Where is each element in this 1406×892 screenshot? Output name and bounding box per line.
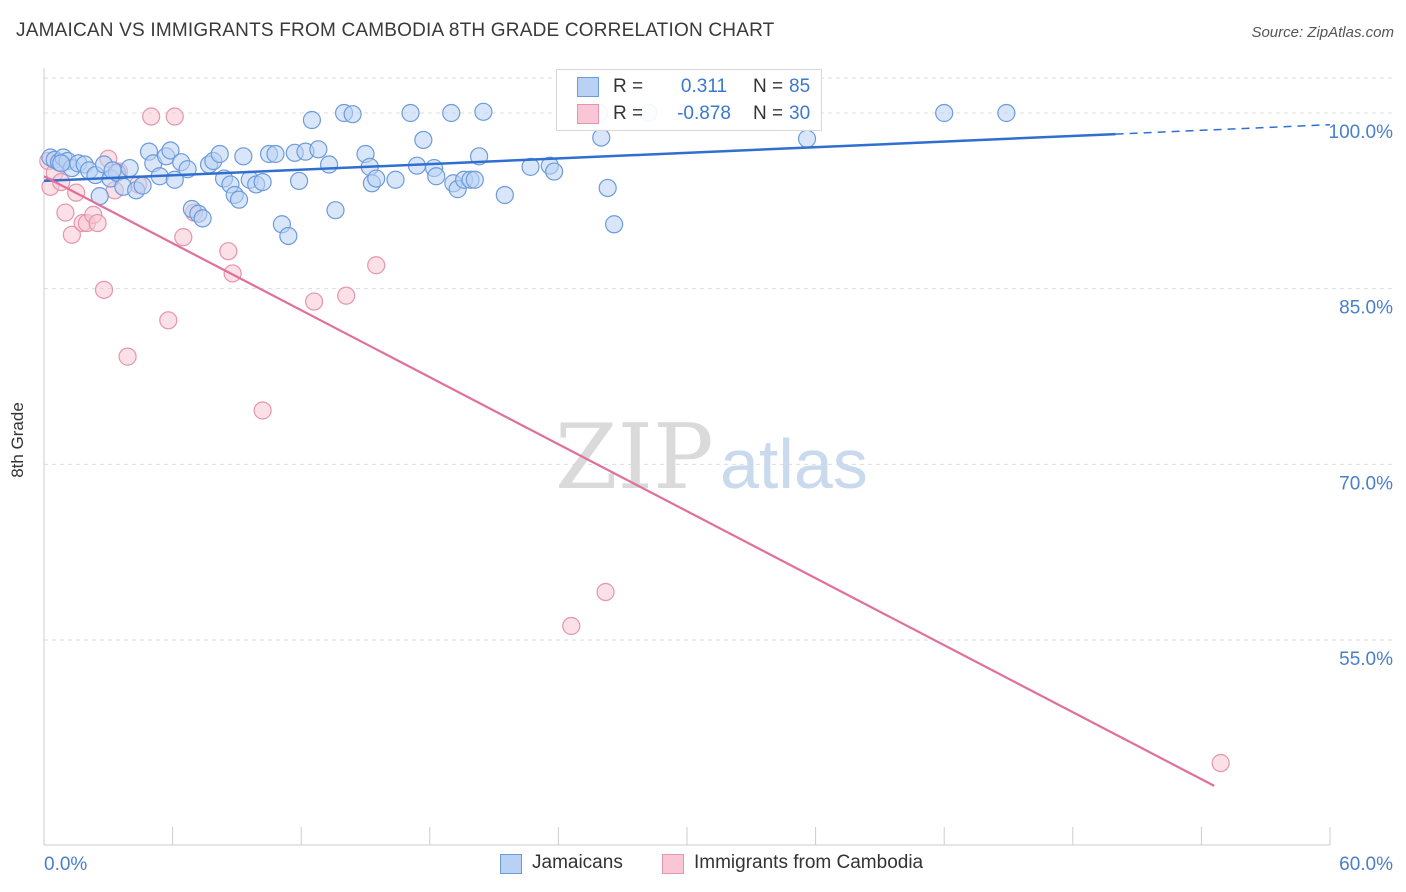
- jamaicans-point: [266, 144, 285, 164]
- legend-n-value: 30: [789, 103, 811, 124]
- legend-r-label: R =: [613, 76, 644, 97]
- series-jamaicans-points: [41, 102, 1016, 246]
- jamaicans-point: [465, 170, 484, 189]
- source-label: Source: ZipAtlas.com: [1251, 24, 1394, 41]
- jamaicans-point: [120, 158, 139, 178]
- cambodia-point: [367, 256, 386, 275]
- jamaicans-point: [161, 141, 180, 160]
- legend-n-value: 85: [789, 76, 811, 97]
- legend-swatch-jamaicans: [577, 77, 599, 97]
- jamaicans-point: [319, 155, 339, 174]
- jamaicans-point: [401, 103, 420, 123]
- jamaicans-point: [521, 157, 540, 176]
- y-tick-labels: 55.0% 70.0% 85.0% 100.0%: [1329, 122, 1394, 670]
- legend-swatch-cambodia: [577, 104, 599, 124]
- cambodia-point: [1211, 753, 1230, 773]
- jamaicans-point: [279, 226, 298, 246]
- jamaicans-point: [302, 110, 322, 130]
- jamaicans-point: [234, 147, 253, 166]
- jamaicans-trend-extension: [1115, 123, 1331, 135]
- bottom-legend-label-cambodia: Immigrants from Cambodia: [694, 852, 924, 873]
- cambodia-point: [159, 311, 178, 330]
- jamaicans-trend-line: [43, 132, 1116, 183]
- jamaicans-point: [52, 154, 71, 173]
- cambodia-point: [304, 292, 324, 311]
- cambodia-point: [94, 280, 114, 299]
- jamaicans-point: [495, 185, 514, 205]
- jamaicans-point: [103, 161, 122, 180]
- jamaicans-point: [414, 130, 433, 150]
- cambodia-point: [118, 347, 137, 366]
- jamaicans-point: [545, 162, 564, 181]
- jamaicans-point: [598, 178, 617, 198]
- bottom-legend-swatch-cambodia: [662, 854, 684, 874]
- jamaicans-point: [326, 201, 345, 220]
- watermark-atlas: atlas: [720, 425, 868, 503]
- cambodia-point: [562, 616, 581, 636]
- legend-n-label: N =: [753, 103, 784, 124]
- cambodia-point: [596, 582, 615, 602]
- cambodia-point: [253, 401, 272, 420]
- jamaicans-point: [289, 171, 309, 191]
- cambodia-point: [88, 213, 107, 233]
- cambodia-point: [174, 228, 193, 247]
- stats-legend: R = 0.311 N = 85 R = -0.878 N = 30: [556, 69, 822, 131]
- cambodia-point: [142, 107, 161, 126]
- jamaicans-point: [474, 102, 493, 121]
- jamaicans-point: [797, 129, 817, 148]
- y-tick-label: 70.0%: [1339, 473, 1393, 494]
- jamaicans-point: [367, 169, 386, 188]
- trend-lines: [43, 123, 1331, 787]
- cambodia-trend-line: [43, 175, 1215, 787]
- jamaicans-point: [386, 170, 405, 189]
- jamaicans-point: [210, 144, 229, 164]
- bottom-legend: Jamaicans Immigrants from Cambodia: [0, 852, 1406, 878]
- cambodia-point: [62, 225, 81, 244]
- jamaicans-point: [442, 103, 461, 123]
- watermark: ZIP atlas: [555, 405, 868, 510]
- jamaicans-point: [229, 190, 249, 209]
- jamaicans-point: [997, 103, 1016, 123]
- cambodia-point: [165, 107, 184, 126]
- x-tick-label-min: 0.0%: [44, 854, 87, 875]
- cambodia-point: [337, 286, 356, 305]
- y-tick-label: 100.0%: [1329, 122, 1394, 143]
- cambodia-point: [219, 242, 238, 261]
- x-tick-label-max: 60.0%: [1339, 854, 1393, 875]
- jamaicans-point: [309, 140, 328, 159]
- chart-title: JAMAICAN VS IMMIGRANTS FROM CAMBODIA 8TH…: [16, 20, 775, 41]
- legend-r-value: -0.878: [677, 103, 731, 124]
- axes: [43, 68, 1331, 846]
- legend-n-label: N =: [753, 76, 784, 97]
- bottom-legend-swatch-jamaicans: [500, 854, 522, 874]
- jamaicans-point: [343, 105, 362, 124]
- y-tick-label: 55.0%: [1339, 649, 1393, 670]
- bottom-legend-label-jamaicans: Jamaicans: [532, 852, 623, 873]
- jamaicans-point: [605, 215, 624, 234]
- legend-r-label: R =: [613, 103, 644, 124]
- jamaicans-point: [253, 172, 272, 192]
- watermark-zip: ZIP: [555, 405, 714, 510]
- jamaicans-point: [193, 209, 212, 228]
- legend-r-value: 0.311: [680, 76, 728, 97]
- jamaicans-point: [592, 128, 611, 147]
- jamaicans-point: [133, 176, 152, 195]
- y-tick-label: 85.0%: [1339, 298, 1393, 319]
- jamaicans-point: [935, 103, 954, 123]
- x-tick-labels: 0.0% 60.0%: [44, 854, 1393, 875]
- cambodia-point: [56, 203, 75, 222]
- jamaicans-point: [427, 167, 446, 186]
